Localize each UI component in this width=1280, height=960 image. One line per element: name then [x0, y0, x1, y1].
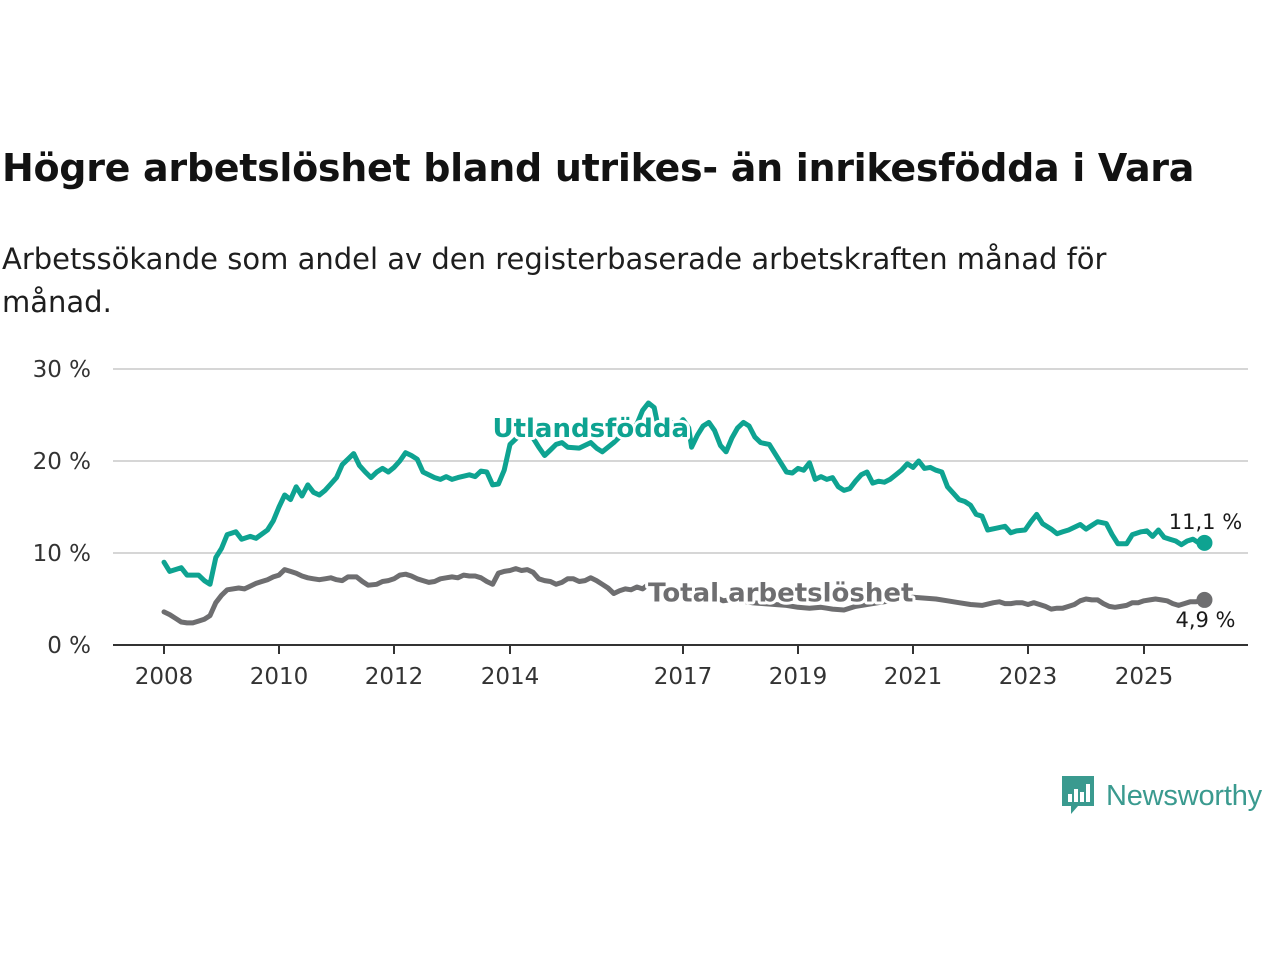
- series-line-utlandsfodda: [161, 400, 1207, 587]
- brand-name: Newsworthy: [1106, 779, 1262, 812]
- end-label-utlandsfodda: 11,1 %: [1169, 510, 1242, 534]
- x-tick-label: 2010: [250, 664, 309, 690]
- x-tick-label: 2025: [1115, 664, 1174, 690]
- series-labels: 11,1 % 4,9 % Utlandsfödda Total arbetslöshe…: [489, 411, 1242, 632]
- y-axis-ticks: 0 % 10 % 20 % 30 %: [33, 357, 91, 659]
- line-chart: 0 % 10 % 20 % 30 % 2008 2010 2012 2014 2017 2019…: [33, 357, 1248, 690]
- end-point-utlandsfodda: [1196, 534, 1213, 551]
- y-tick-label: 30 %: [33, 357, 91, 383]
- x-tick-label: 2023: [999, 664, 1058, 690]
- series-annotation-utlandsfodda: Utlandsfödda: [492, 414, 689, 444]
- x-axis: 2008 2010 2012 2014 2017 2019 2021 2023 2025: [113, 644, 1248, 690]
- series-annotation-total: Total arbetslöshet: [648, 578, 913, 608]
- chart-title: Högre arbetslöshet bland utrikes- än inr…: [2, 146, 1195, 190]
- gridlines: [113, 368, 1248, 554]
- y-tick-label: 10 %: [33, 541, 91, 567]
- x-tick-label: 2017: [654, 664, 713, 690]
- x-tick-label: 2008: [135, 664, 194, 690]
- chart-subtitle: Arbetssökande som andel av den registerb…: [2, 242, 1107, 319]
- x-tick-label: 2012: [365, 664, 424, 690]
- newsworthy-logo-icon: [1062, 776, 1094, 814]
- end-point-total: [1196, 591, 1213, 608]
- series-line-total: [161, 566, 1207, 626]
- newsworthy-brand: Newsworthy: [1060, 774, 1262, 818]
- y-tick-label: 0 %: [47, 633, 91, 659]
- end-label-total: 4,9 %: [1175, 608, 1235, 632]
- y-tick-label: 20 %: [33, 449, 91, 475]
- x-tick-label: 2021: [884, 664, 943, 690]
- x-tick-label: 2014: [481, 664, 540, 690]
- x-tick-label: 2019: [769, 664, 828, 690]
- series-lines: [161, 400, 1213, 626]
